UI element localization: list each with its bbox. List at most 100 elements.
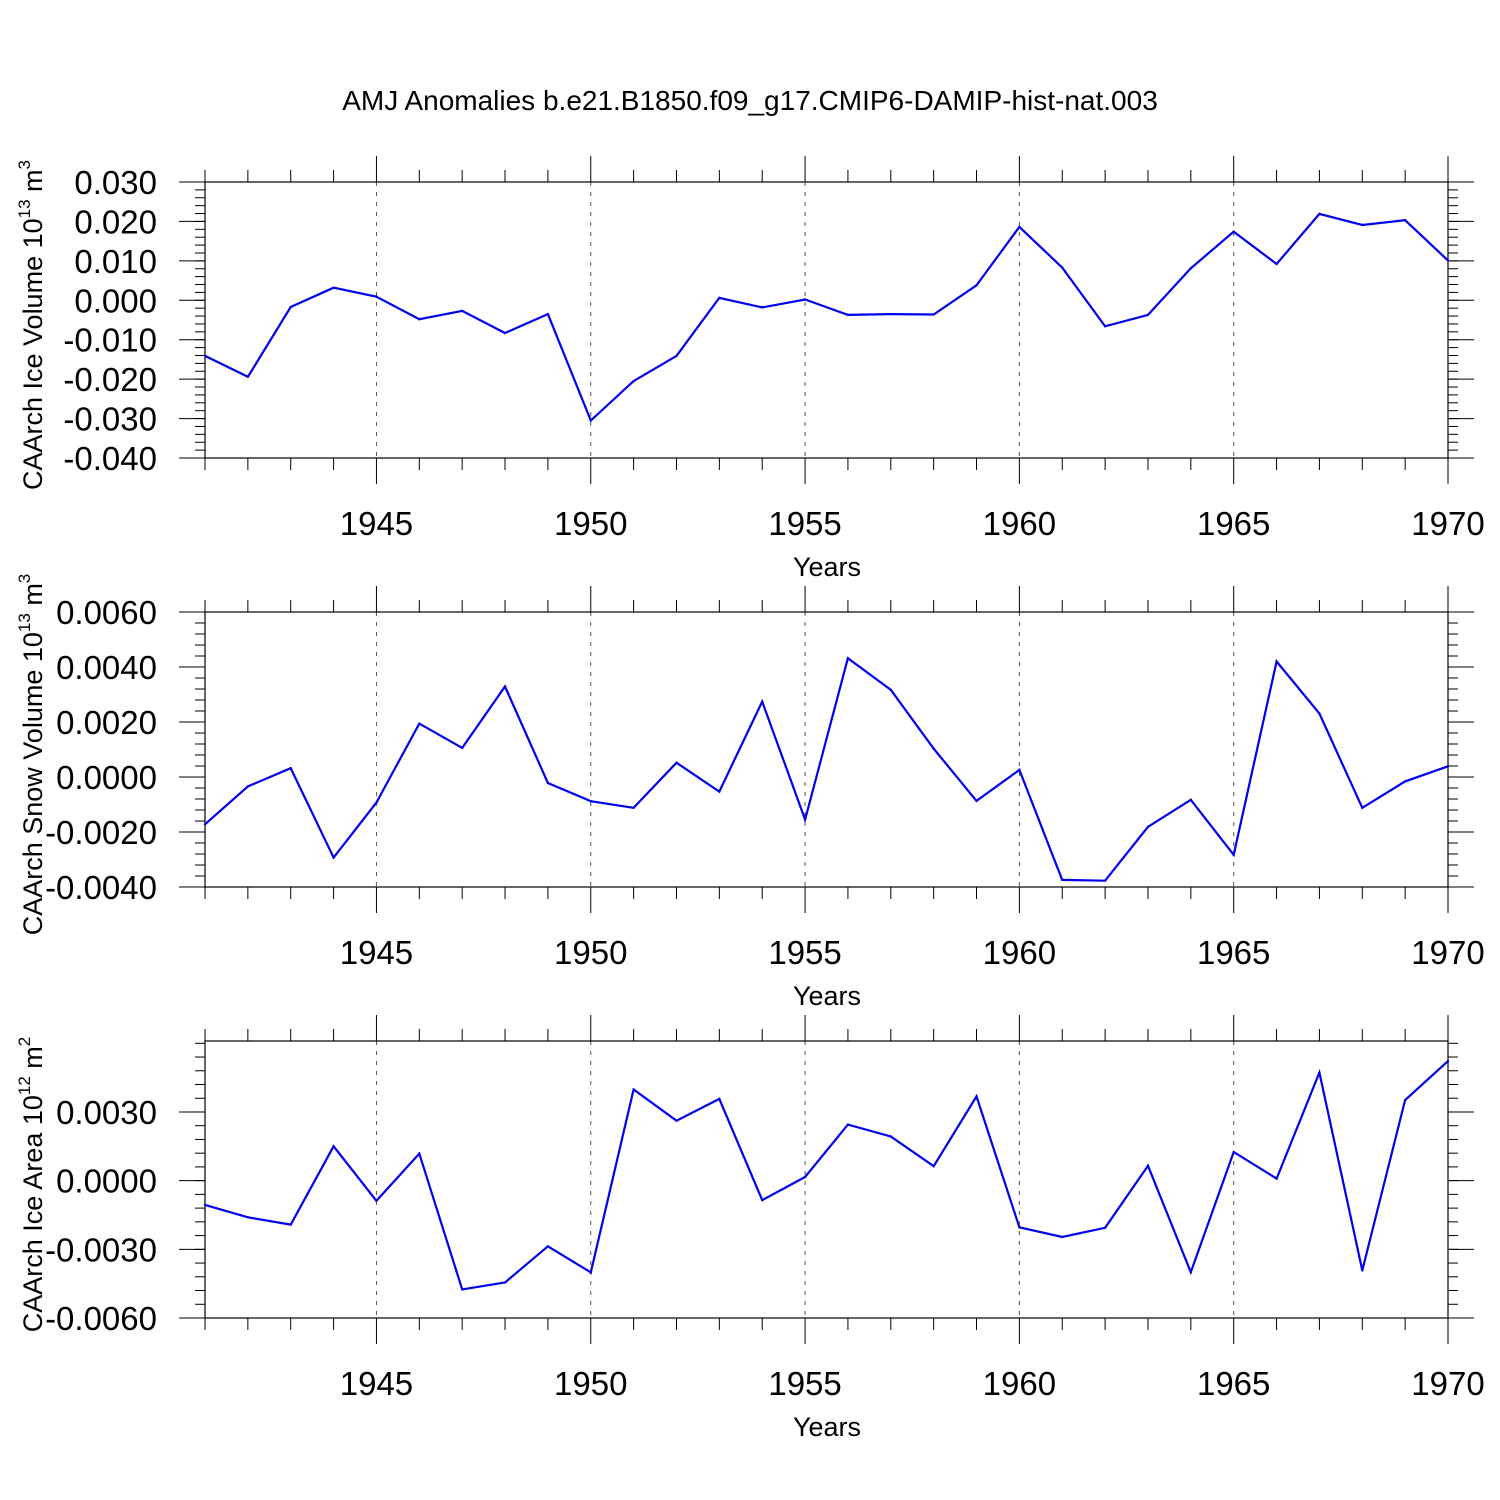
data-point — [418, 722, 421, 725]
data-point — [289, 1223, 292, 1226]
data-point — [1361, 806, 1364, 809]
data-point — [846, 657, 850, 660]
data-point — [332, 1145, 335, 1148]
data-point — [846, 313, 850, 317]
data-point — [932, 747, 935, 750]
x-axis-label: Years — [793, 552, 861, 582]
data-point — [1018, 225, 1021, 229]
y-tick-label: 0.0060 — [56, 594, 157, 631]
data-point — [1061, 266, 1064, 269]
x-tick-label: 1970 — [1411, 1365, 1484, 1402]
data-point — [975, 799, 978, 803]
y-axis-label: CAArch Snow Volume 1013 m3 — [15, 574, 48, 936]
data-point — [503, 1281, 507, 1284]
y-tick-label: 0.0030 — [56, 1094, 157, 1131]
data-point — [1232, 853, 1235, 857]
data-point — [632, 379, 635, 383]
data-point — [889, 312, 892, 316]
plot-frame — [204, 611, 1449, 888]
data-point — [589, 1271, 592, 1274]
data-point — [1061, 1235, 1064, 1239]
y-tick-label: 0.020 — [74, 203, 157, 240]
x-tick-label: 1970 — [1411, 505, 1484, 542]
data-point — [889, 688, 892, 692]
x-tick-label: 1965 — [1197, 505, 1270, 542]
y-tick-label: -0.030 — [63, 401, 157, 438]
panel-3: 1945 1950 1955 1960 1965 1970 -0.0060 -0.0030 0.… — [15, 1015, 1485, 1442]
y-tick-label: 0.010 — [74, 243, 157, 280]
data-point — [803, 298, 807, 301]
y-tick-label: 0.0040 — [56, 649, 157, 686]
x-tick-label: 1965 — [1197, 1365, 1270, 1402]
data-point — [375, 295, 378, 298]
data-point — [1403, 780, 1407, 783]
data-point — [1146, 1164, 1150, 1167]
data-point — [503, 685, 507, 688]
data-point — [1018, 768, 1021, 772]
data-point — [718, 1097, 721, 1101]
chart-title: AMJ Anomalies b.e21.B1850.f09_g17.CMIP6-… — [342, 85, 1158, 116]
data-point — [1146, 825, 1150, 828]
panels: 1945 1950 1955 1960 1965 1970-0.040-0.030-0.0… — [15, 156, 1485, 1442]
data-point — [1361, 223, 1364, 227]
data-point — [1189, 267, 1193, 270]
data-point — [460, 746, 464, 750]
panel-2: 1945 1950 1955 1960 1965 1970 -0.0040 -0.0020 0.… — [15, 574, 1485, 1011]
data-point — [1446, 765, 1450, 768]
data-point — [203, 1203, 207, 1207]
x-tick-label: 1950 — [554, 505, 627, 542]
x-tick-label: 1945 — [340, 505, 413, 542]
y-tick-label: -0.0020 — [45, 814, 157, 851]
data-point — [975, 1095, 978, 1098]
x-tick-label: 1960 — [983, 1365, 1056, 1402]
data-point — [1446, 1059, 1450, 1063]
series-line — [204, 1060, 1449, 1291]
y-tick-label: 0.0000 — [56, 1163, 157, 1200]
panel-1: 1945 1950 1955 1960 1965 1970-0.040-0.030-0.0… — [15, 156, 1485, 582]
data-point — [632, 806, 635, 809]
data-point — [761, 700, 764, 703]
data-point — [418, 1152, 421, 1155]
data-point — [1403, 219, 1407, 222]
y-tick-label: -0.020 — [63, 361, 157, 398]
series-line — [204, 656, 1449, 882]
data-point — [503, 331, 507, 335]
data-point — [718, 296, 721, 300]
data-point — [546, 1245, 550, 1248]
y-tick-label: -0.0060 — [45, 1300, 157, 1337]
data-point — [718, 790, 721, 793]
data-point — [332, 856, 335, 859]
data-point — [1318, 212, 1321, 216]
data-point — [203, 354, 207, 358]
data-point — [460, 309, 464, 313]
data-point — [1018, 1226, 1021, 1229]
data-point — [803, 1175, 807, 1179]
data-point — [246, 785, 250, 788]
data-point — [846, 1123, 850, 1126]
x-tick-label: 1965 — [1197, 934, 1270, 971]
y-tick-label: 0.0000 — [56, 759, 157, 796]
data-point — [1103, 325, 1107, 328]
data-point — [246, 1216, 250, 1219]
x-tick-label: 1950 — [554, 934, 627, 971]
series-line — [204, 212, 1449, 423]
data-point — [675, 761, 678, 764]
data-point — [1061, 878, 1064, 882]
data-point — [589, 800, 592, 803]
x-tick-label: 1955 — [768, 1365, 841, 1402]
y-tick-label: 0.000 — [74, 282, 157, 319]
x-tick-label: 1960 — [983, 505, 1056, 542]
y-axis-label: CAArch Ice Area 1012 m2 — [15, 1037, 48, 1333]
plot-frame — [204, 1040, 1449, 1319]
data-point — [889, 1135, 892, 1138]
data-point — [675, 354, 678, 358]
x-axis-label: Years — [793, 981, 861, 1011]
data-point — [675, 1119, 678, 1122]
x-tick-label: 1945 — [340, 1365, 413, 1402]
data-point — [546, 312, 550, 316]
data-point — [246, 375, 250, 378]
data-point — [332, 286, 335, 289]
y-tick-label: -0.040 — [63, 440, 157, 477]
y-tick-label: -0.0030 — [45, 1231, 157, 1268]
